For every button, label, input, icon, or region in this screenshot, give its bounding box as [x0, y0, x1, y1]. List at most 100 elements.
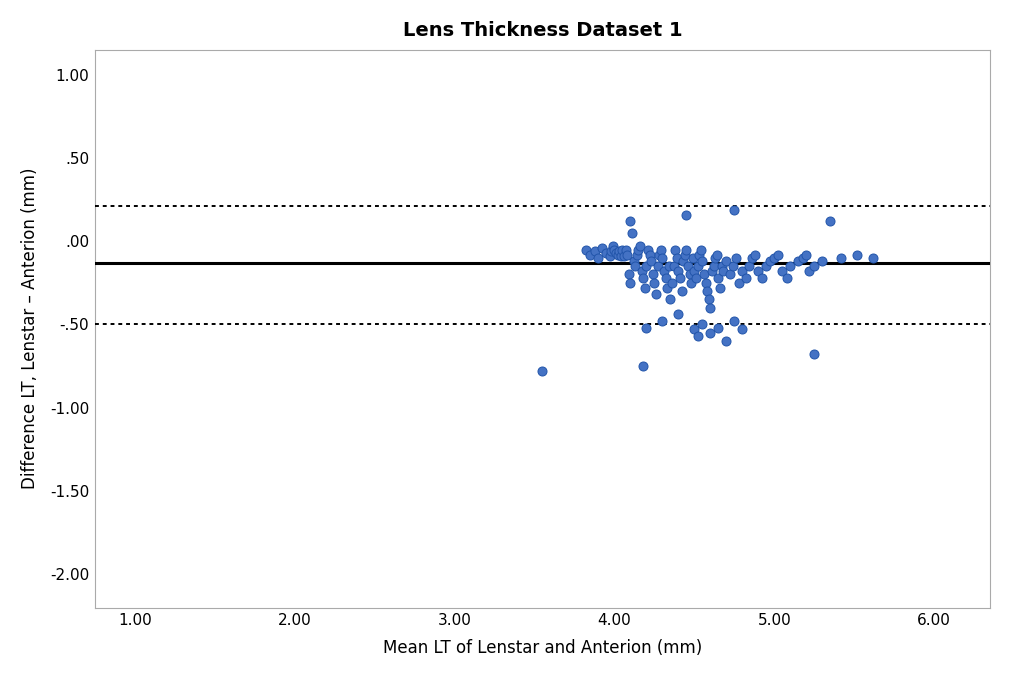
Point [623, 216, 639, 226]
Point [703, 302, 719, 313]
Point [642, 249, 658, 260]
Point [779, 273, 796, 283]
Point [728, 252, 744, 263]
Point [678, 209, 695, 220]
Point [706, 261, 722, 272]
Point [587, 245, 604, 256]
Point [634, 266, 650, 277]
Point [741, 261, 757, 272]
Point [656, 266, 672, 277]
Point [699, 285, 715, 296]
Point [632, 241, 648, 252]
Point [648, 289, 664, 300]
Point [718, 256, 734, 266]
Point [744, 252, 760, 263]
Point [753, 273, 769, 283]
Point [849, 249, 865, 260]
Point [662, 294, 678, 305]
Point [799, 249, 815, 260]
Point [711, 322, 727, 333]
Point [692, 249, 708, 260]
Point [651, 249, 667, 260]
Point [737, 273, 753, 283]
Y-axis label: Difference LT, Lenstar – Anterion (mm): Difference LT, Lenstar – Anterion (mm) [21, 168, 38, 490]
Point [681, 269, 698, 280]
Point [653, 244, 669, 255]
Point [635, 273, 651, 283]
Point [630, 244, 646, 255]
Point [683, 277, 700, 288]
Point [670, 309, 686, 320]
Point [577, 244, 593, 255]
Point [806, 349, 822, 360]
Point [675, 256, 692, 266]
Point [610, 249, 626, 260]
Point [714, 261, 730, 272]
Point [822, 216, 838, 226]
Point [833, 252, 849, 263]
Point [690, 331, 706, 342]
Point [629, 249, 645, 260]
Point [667, 244, 683, 255]
Point [802, 266, 818, 277]
Point [664, 277, 680, 288]
Point [769, 249, 786, 260]
Point [673, 285, 690, 296]
Point [750, 266, 766, 277]
Point [693, 244, 709, 255]
Point [747, 249, 763, 260]
Point [722, 269, 738, 280]
Point [626, 256, 642, 266]
Point [604, 245, 620, 256]
Point [791, 256, 807, 266]
Point [806, 261, 822, 272]
Point [602, 251, 618, 262]
Point [618, 244, 634, 255]
Point [672, 273, 688, 283]
Point [535, 365, 551, 376]
Point [640, 244, 656, 255]
Point [676, 249, 693, 260]
Point [659, 283, 675, 294]
Point [621, 269, 637, 280]
Point [686, 324, 703, 335]
Point [605, 241, 621, 252]
Point [711, 273, 727, 283]
Point [599, 247, 615, 258]
Point [686, 266, 703, 277]
Point [611, 245, 627, 256]
Point [734, 324, 750, 335]
Point [865, 252, 882, 263]
Point [707, 252, 723, 263]
Point [590, 252, 607, 263]
Point [690, 261, 706, 272]
Point [715, 266, 731, 277]
Point [709, 249, 725, 260]
Point [725, 261, 741, 272]
Point [695, 256, 711, 266]
Point [761, 256, 777, 266]
Point [696, 269, 712, 280]
Point [623, 277, 639, 288]
Point [703, 327, 719, 338]
Point [678, 244, 695, 255]
Point [624, 227, 640, 238]
Point [704, 266, 720, 277]
Point [607, 244, 623, 255]
Point [687, 273, 704, 283]
Point [766, 252, 783, 263]
Point [582, 249, 599, 260]
Point [654, 316, 670, 327]
Title: Lens Thickness Dataset 1: Lens Thickness Dataset 1 [402, 21, 682, 40]
Point [646, 277, 662, 288]
Point [649, 261, 665, 272]
Point [616, 251, 632, 262]
Point [645, 269, 661, 280]
Point [638, 322, 654, 333]
Point [726, 204, 742, 215]
Point [643, 256, 659, 266]
Point [635, 361, 651, 372]
Point [814, 256, 830, 266]
Point [726, 316, 742, 327]
Point [660, 261, 676, 272]
